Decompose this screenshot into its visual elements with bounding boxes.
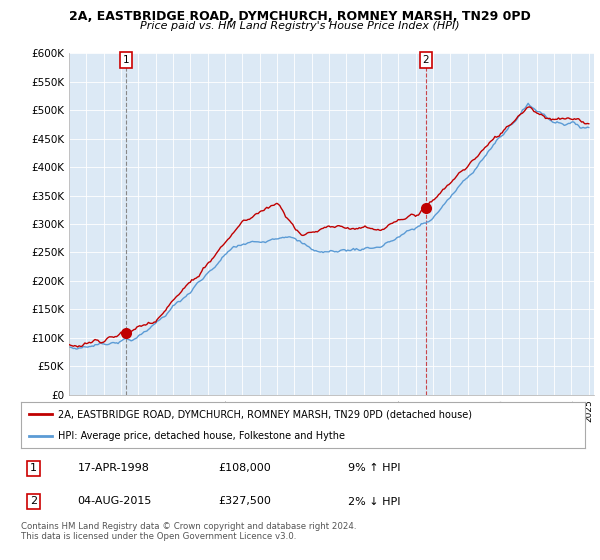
Text: 2A, EASTBRIDGE ROAD, DYMCHURCH, ROMNEY MARSH, TN29 0PD (detached house): 2A, EASTBRIDGE ROAD, DYMCHURCH, ROMNEY M…	[58, 409, 472, 419]
Text: £327,500: £327,500	[218, 497, 271, 506]
Text: 2% ↓ HPI: 2% ↓ HPI	[348, 497, 401, 506]
Text: 2A, EASTBRIDGE ROAD, DYMCHURCH, ROMNEY MARSH, TN29 0PD: 2A, EASTBRIDGE ROAD, DYMCHURCH, ROMNEY M…	[69, 10, 531, 23]
Text: £108,000: £108,000	[218, 464, 271, 473]
Text: HPI: Average price, detached house, Folkestone and Hythe: HPI: Average price, detached house, Folk…	[58, 431, 344, 441]
Text: 9% ↑ HPI: 9% ↑ HPI	[348, 464, 401, 473]
Text: 17-APR-1998: 17-APR-1998	[77, 464, 149, 473]
Text: 1: 1	[122, 55, 130, 65]
Text: 1: 1	[30, 464, 37, 473]
Text: 2: 2	[422, 55, 429, 65]
Text: 2: 2	[30, 497, 37, 506]
Text: 04-AUG-2015: 04-AUG-2015	[77, 497, 152, 506]
Text: Contains HM Land Registry data © Crown copyright and database right 2024.
This d: Contains HM Land Registry data © Crown c…	[21, 522, 356, 542]
Text: Price paid vs. HM Land Registry's House Price Index (HPI): Price paid vs. HM Land Registry's House …	[140, 21, 460, 31]
